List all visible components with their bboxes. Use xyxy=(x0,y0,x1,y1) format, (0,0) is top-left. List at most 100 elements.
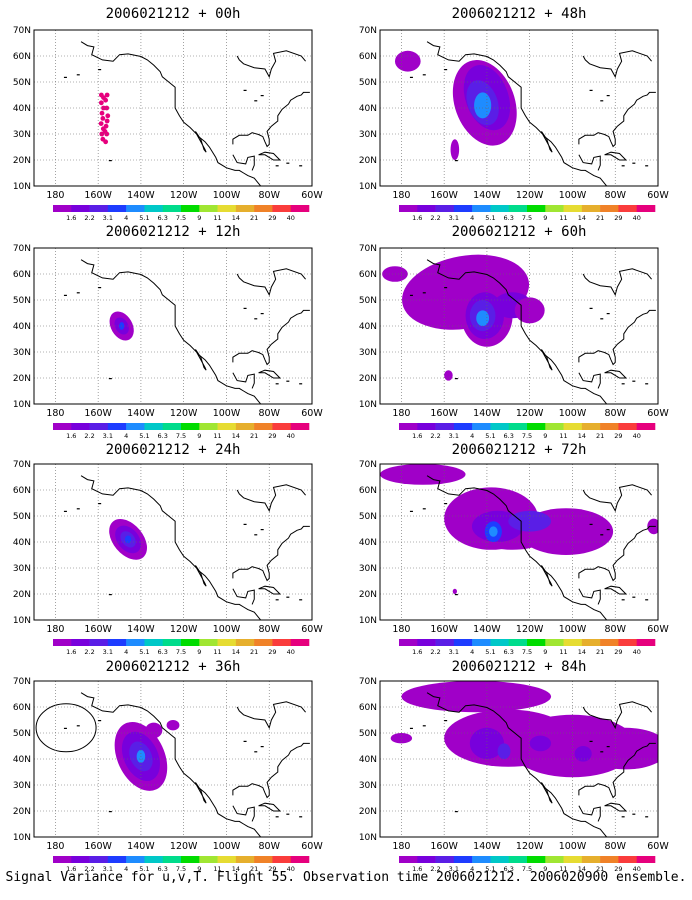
variance-contour xyxy=(497,743,511,759)
island xyxy=(454,160,458,162)
colorbar-label: 29 xyxy=(268,648,276,656)
colorbar-label: 40 xyxy=(633,432,641,440)
colorbar-label: 4 xyxy=(470,865,474,873)
latitude-label: 30N xyxy=(13,348,31,358)
longitude-label: 140W xyxy=(473,841,501,852)
longitude-label: 60W xyxy=(647,408,669,419)
colorbar-swatch xyxy=(636,639,656,646)
coastline-segment xyxy=(578,154,601,171)
graticule xyxy=(34,248,312,404)
latitude-label: 60N xyxy=(13,703,31,713)
map-plot: 70N 60N 50N 40N 30N 20N 10N 180 160W 140W 120W 100W… xyxy=(13,460,324,656)
colorbar-label: 9 xyxy=(543,432,547,440)
variance-field xyxy=(109,519,148,560)
colorbar-swatch xyxy=(199,856,218,863)
colorbar: 1.6 2.2 3.1 4 5.1 6.3 7.5 9 11 14 21 29 40 xyxy=(399,856,656,873)
colorbar-label: 29 xyxy=(614,214,622,222)
colorbar-label: 29 xyxy=(268,214,276,222)
island xyxy=(299,599,303,601)
longitude-label: 60W xyxy=(301,190,323,201)
longitude-label: 100W xyxy=(213,408,241,419)
colorbar-swatch xyxy=(254,639,273,646)
colorbar-swatch xyxy=(162,205,182,212)
longitude-label: 80W xyxy=(258,624,280,635)
variance-contour xyxy=(514,297,545,324)
colorbar-swatch xyxy=(490,639,510,646)
colorbar-swatch xyxy=(71,205,90,212)
longitude-label: 100W xyxy=(559,841,587,852)
latitude-label: 30N xyxy=(13,564,31,574)
colorbar: 1.6 2.2 3.1 4 5.1 6.3 7.5 9 11 14 21 29 40 xyxy=(53,205,310,222)
coastline xyxy=(409,692,656,837)
map-frame xyxy=(379,680,659,838)
colorbar-swatch xyxy=(636,205,656,212)
island xyxy=(63,510,67,512)
panel-title: 2006021212 + 00h xyxy=(105,6,241,22)
island xyxy=(76,725,80,727)
longitude-label: 60W xyxy=(301,841,323,852)
colorbar-label: 11 xyxy=(559,432,567,440)
island xyxy=(260,746,264,748)
colorbar-label: 9 xyxy=(197,432,201,440)
colorbar-label: 21 xyxy=(596,648,604,656)
variance-contour xyxy=(452,588,457,595)
latitude-label: 30N xyxy=(359,564,377,574)
colorbar-label: 6.3 xyxy=(504,865,514,873)
colorbar-label: 29 xyxy=(614,648,622,656)
island xyxy=(589,523,593,525)
colorbar-swatch xyxy=(235,639,255,646)
colorbar-swatch xyxy=(435,639,455,646)
latitude-label: 30N xyxy=(13,781,31,791)
colorbar-swatch xyxy=(472,205,491,212)
colorbar: 1.6 2.2 3.1 4 5.1 6.3 7.5 9 11 14 21 29 40 xyxy=(53,856,310,873)
longitude-label: 160W xyxy=(430,190,458,201)
colorbar-label: 1.6 xyxy=(66,865,76,873)
colorbar-label: 4 xyxy=(124,214,128,222)
island xyxy=(632,813,636,815)
longitude-label: 180 xyxy=(392,841,410,852)
longitude-label: 180 xyxy=(392,408,410,419)
longitude-label: 60W xyxy=(647,190,669,201)
island xyxy=(299,165,303,167)
island xyxy=(600,318,604,320)
observation-point xyxy=(103,123,109,129)
colorbar-label: 2.2 xyxy=(84,432,94,440)
colorbar-swatch xyxy=(217,205,237,212)
longitude-label: 140W xyxy=(473,408,501,419)
colorbar-label: 4 xyxy=(124,865,128,873)
island xyxy=(98,720,102,722)
longitude-label: 80W xyxy=(604,841,626,852)
map-plot: 70N 60N 50N 40N 30N 20N 10N 180 160W 140W 120W 100W… xyxy=(13,244,324,440)
longitude-label: 160W xyxy=(430,408,458,419)
colorbar-label: 9 xyxy=(197,865,201,873)
map-frame xyxy=(379,463,659,621)
colorbar-swatch xyxy=(472,639,491,646)
island xyxy=(286,596,290,598)
colorbar-swatch xyxy=(545,423,564,430)
longitude-label: 140W xyxy=(473,190,501,201)
island xyxy=(299,816,303,818)
colorbar-label: 5.1 xyxy=(139,214,149,222)
colorbar-label: 2.2 xyxy=(430,214,440,222)
longitude-label: 160W xyxy=(430,624,458,635)
variance-contour xyxy=(476,310,490,327)
colorbar-label: 11 xyxy=(559,214,567,222)
island xyxy=(444,69,448,71)
coastline-segment xyxy=(236,701,306,730)
map-frame xyxy=(379,29,659,187)
colorbar-label: 9 xyxy=(543,648,547,656)
coastline-segment xyxy=(582,701,652,730)
colorbar-swatch xyxy=(618,423,638,430)
longitude-label: 140W xyxy=(473,624,501,635)
variance-contour xyxy=(382,266,408,282)
island xyxy=(98,69,102,71)
island xyxy=(606,95,610,97)
colorbar-label: 3.1 xyxy=(103,214,113,222)
coastline-segment xyxy=(258,369,282,379)
latitude-label: 70N xyxy=(13,677,31,687)
colorbar-swatch xyxy=(89,639,109,646)
colorbar-swatch xyxy=(563,856,583,863)
colorbar-label: 21 xyxy=(250,214,258,222)
colorbar-label: 7.5 xyxy=(176,214,186,222)
longitude-label: 160W xyxy=(84,841,112,852)
